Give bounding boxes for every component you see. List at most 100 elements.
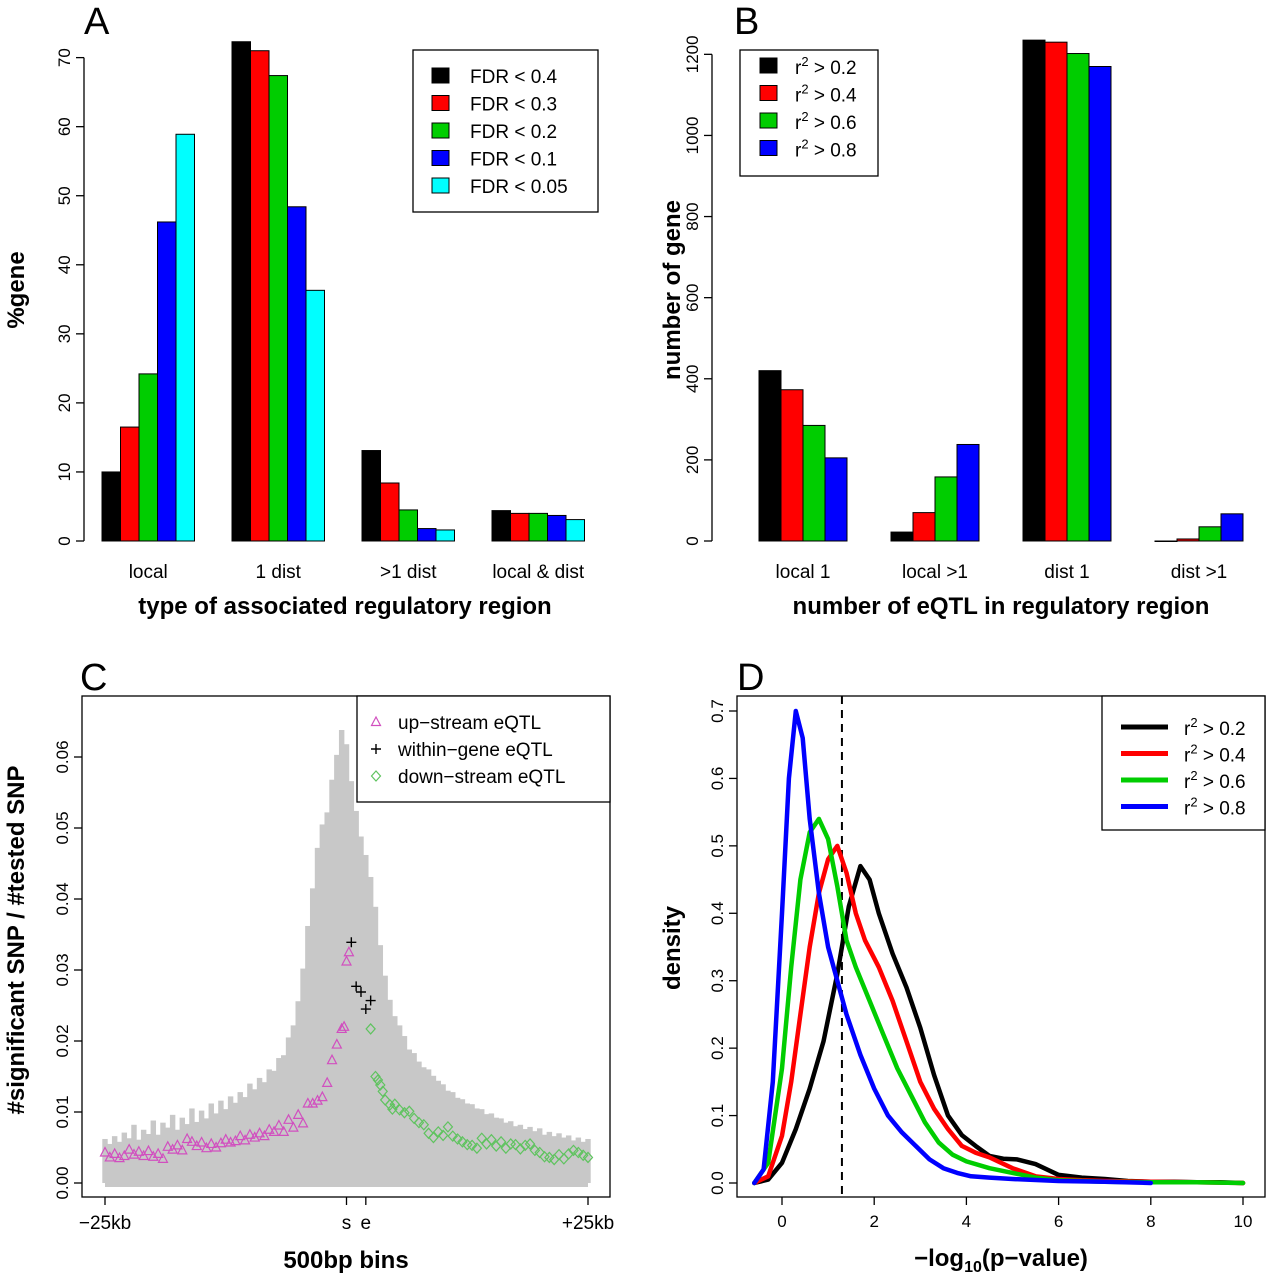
panel-c-background-bar [247,1083,253,1183]
panel-c-background-bar [165,1127,171,1183]
panel-c-background-bar [252,1089,258,1183]
panel-c-point-within-gene-eqtl [351,981,362,992]
panel-a-bar-1-dist-fdr-0-4 [361,450,381,542]
panel-c-point-down-stream-eqtl [524,1138,536,1150]
panel-c-point-up-stream-eqtl [263,1123,275,1134]
panel-b-bar-local-1-r2-0-6 [802,424,826,542]
panel-a-legend-label-fdr-0-2: FDR < 0.2 [470,122,557,143]
panel-b-bar-local-1-r2-0-2 [890,531,914,542]
panel-b-bar-dist-1-r2-0-2 [1022,39,1046,542]
panel-b-y-tick-label: 1000 [683,117,702,155]
panel-a-bar-local-fdr-0-05 [175,133,195,542]
panel-c-background-bar [295,1001,301,1183]
panel-c-point-up-stream-eqtl [307,1097,319,1108]
panel-a-bar-local-dist-fdr-0-3 [510,512,530,542]
panel-c-point-within-gene-eqtl [365,995,376,1006]
panel-c-background-bar [131,1124,137,1183]
panel-b-legend-swatch-r2-0-4 [759,85,778,101]
panel-c-background-bar [575,1137,582,1183]
panel-c-background-bar [319,824,326,1183]
panel-c-background-bar [556,1133,562,1183]
panel-c-background-bar [213,1113,219,1183]
panel-a-legend-swatch-fdr-0-4 [431,67,450,84]
panel-b-bar-local-1-r2-0-4 [780,389,804,542]
panel-c-background-bar [121,1132,128,1183]
panel-b-bar-dist-1-r2-0-8 [1088,66,1112,542]
panel-c-point-up-stream-eqtl [181,1132,193,1144]
panel-c-point-up-stream-eqtl [205,1137,217,1149]
panel-c-point-up-stream-eqtl [244,1128,256,1139]
panel-c-point-down-stream-eqtl [510,1138,521,1151]
panel-c-background-bar [411,1053,417,1183]
panel-c-scatter-chart: 0.00 0.01 0.02 0.03 0.04 0.05 0.06 −25kb s e +25kb… [53,695,614,1234]
panel-c-background-bar [479,1109,485,1183]
panel-d-plot-frame [736,695,1266,1198]
panel-a-bar-local-fdr-0-4 [101,471,121,542]
panel-a-legend-label-fdr-0-4: FDR < 0.4 [470,67,558,88]
panel-c-background-bar [140,1129,147,1183]
panel-a-legend-swatch-fdr-0-05 [431,177,450,194]
panel-a-x-axis-title: type of associated regulatory region [138,593,551,620]
panel-a-category-label-1-dist: 1 dist [256,562,302,583]
panel-a-legend-label-fdr-0-05: FDR < 0.05 [470,177,568,198]
panel-c-background-bar [232,1102,239,1183]
panel-c-y-tick-label: 0.00 [53,1166,72,1199]
panel-c-point-down-stream-eqtl [428,1131,439,1144]
panel-a-bar-1-dist-fdr-0-05 [305,289,325,542]
panel-a-y-tick-label: 10 [55,462,74,481]
panel-c-background-bar [551,1136,557,1183]
panel-c-point-down-stream-eqtl [582,1151,594,1164]
panel-c-background-bar [194,1121,200,1183]
panel-c-point-down-stream-eqtl [563,1147,574,1160]
panel-c-point-down-stream-eqtl [387,1103,398,1116]
panel-c-legend-label-down-stream-eqtl: down−stream eQTL [398,767,565,788]
panel-c-background-bar [377,945,384,1183]
panel-a-bar-1-dist-fdr-0-2 [398,509,418,542]
panel-c-background-bar [203,1118,210,1183]
panel-d-x-axis-title: −log10(p−value) [914,1245,1088,1276]
panel-letter-c: C [80,657,107,699]
panel-c-point-up-stream-eqtl [283,1113,295,1124]
panel-c-point-down-stream-eqtl [447,1130,459,1143]
panel-c-background-bar [464,1103,470,1183]
panel-c-point-up-stream-eqtl [258,1129,270,1141]
panel-a-y-tick-label: 20 [55,393,74,412]
panel-c-background-bar [256,1077,263,1183]
panel-b-y-tick-label: 200 [683,446,702,474]
panel-c-point-up-stream-eqtl [316,1090,328,1102]
panel-c-background-bar [372,906,379,1183]
panel-b-legend-label-r2-0-2: r2 > 0.2 [795,54,857,79]
panel-c-point-down-stream-eqtl [423,1127,434,1140]
panel-a-y-tick-label: 50 [55,186,74,205]
panel-letter-a: A [84,1,110,43]
panel-c-point-down-stream-eqtl [394,1103,405,1116]
panel-d-x-tick-label: 6 [1054,1212,1063,1231]
panel-c-background-bar [522,1129,528,1183]
panel-c-legend-marker-down-stream-eqtl [370,770,382,782]
panel-c-point-up-stream-eqtl [176,1144,188,1155]
panel-a-bar-local-dist-fdr-0-1 [547,514,567,542]
panel-c-point-within-gene-eqtl [346,937,357,948]
panel-c-background-bar [145,1134,152,1183]
panel-d-x-tick-label: 0 [777,1212,786,1231]
panel-b-bar-local-1-r2-0-8 [956,443,980,542]
panel-d-legend: r2 > 0.2r2 > 0.4r2 > 0.6r2 > 0.8 [1101,695,1266,831]
panel-c-point-up-stream-eqtl [331,1038,343,1049]
panel-b-bar-local-1-r2-0-8 [824,457,848,542]
panel-c-background-bar [488,1113,495,1183]
panel-c-background-bar [440,1084,446,1183]
panel-c-background-bar [527,1126,533,1183]
panel-b-y-tick-label: 600 [683,283,702,311]
panel-c-point-up-stream-eqtl [123,1143,135,1154]
panel-c-background-bar [218,1100,224,1183]
panel-c-background-bar [305,925,311,1183]
panel-c-x-axis-title: 500bp bins [283,1247,408,1274]
panel-c-point-up-stream-eqtl [142,1144,154,1156]
panel-c-background-bar [508,1121,514,1183]
panel-c-point-up-stream-eqtl [312,1094,324,1105]
panel-c-x-tick-label-25kb: +25kb [562,1213,614,1234]
panel-a-legend-swatch-fdr-0-1 [431,150,450,166]
panel-c-point-down-stream-eqtl [534,1146,546,1159]
panel-c-point-down-stream-eqtl [418,1118,430,1131]
